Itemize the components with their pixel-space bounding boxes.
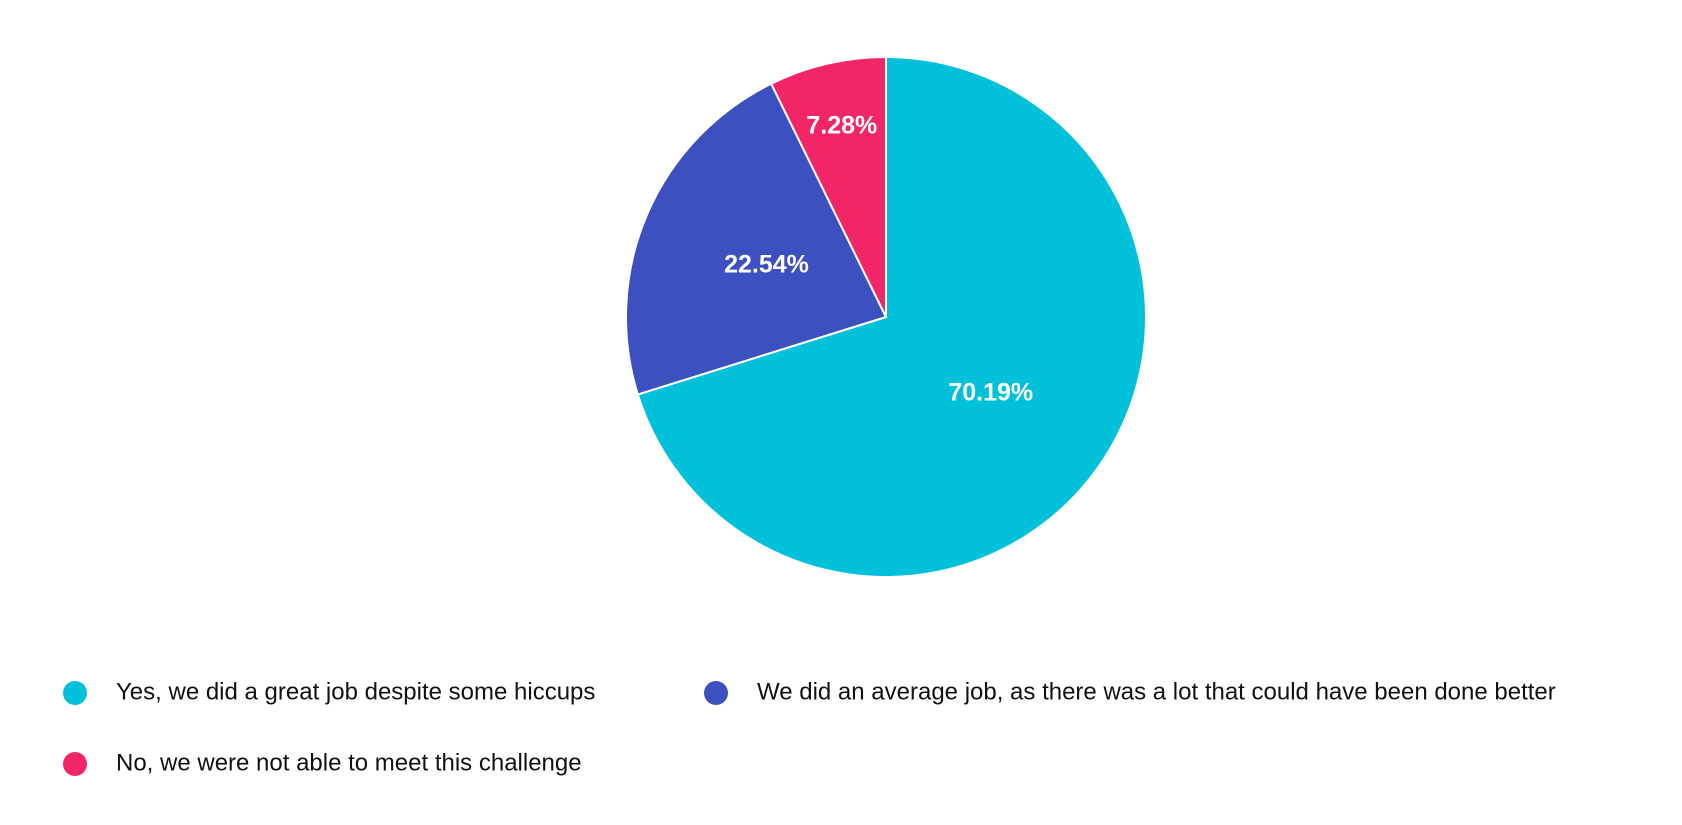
pie-slice bbox=[769, 55, 887, 318]
legend-marker bbox=[63, 752, 87, 776]
slice-label: 22.54% bbox=[724, 250, 809, 278]
legend-text: No, we were not able to meet this challe… bbox=[116, 749, 582, 776]
pie-slice bbox=[636, 55, 1147, 578]
legend-text: Yes, we did a great job despite some hic… bbox=[116, 678, 595, 705]
legend-text: We did an average job, as there was a lo… bbox=[757, 678, 1556, 705]
pie-slice bbox=[625, 82, 888, 396]
slice-label: 7.28% bbox=[806, 112, 877, 140]
legend-marker bbox=[63, 681, 87, 705]
slice-label: 70.19% bbox=[948, 379, 1033, 407]
legend-marker bbox=[704, 681, 728, 705]
